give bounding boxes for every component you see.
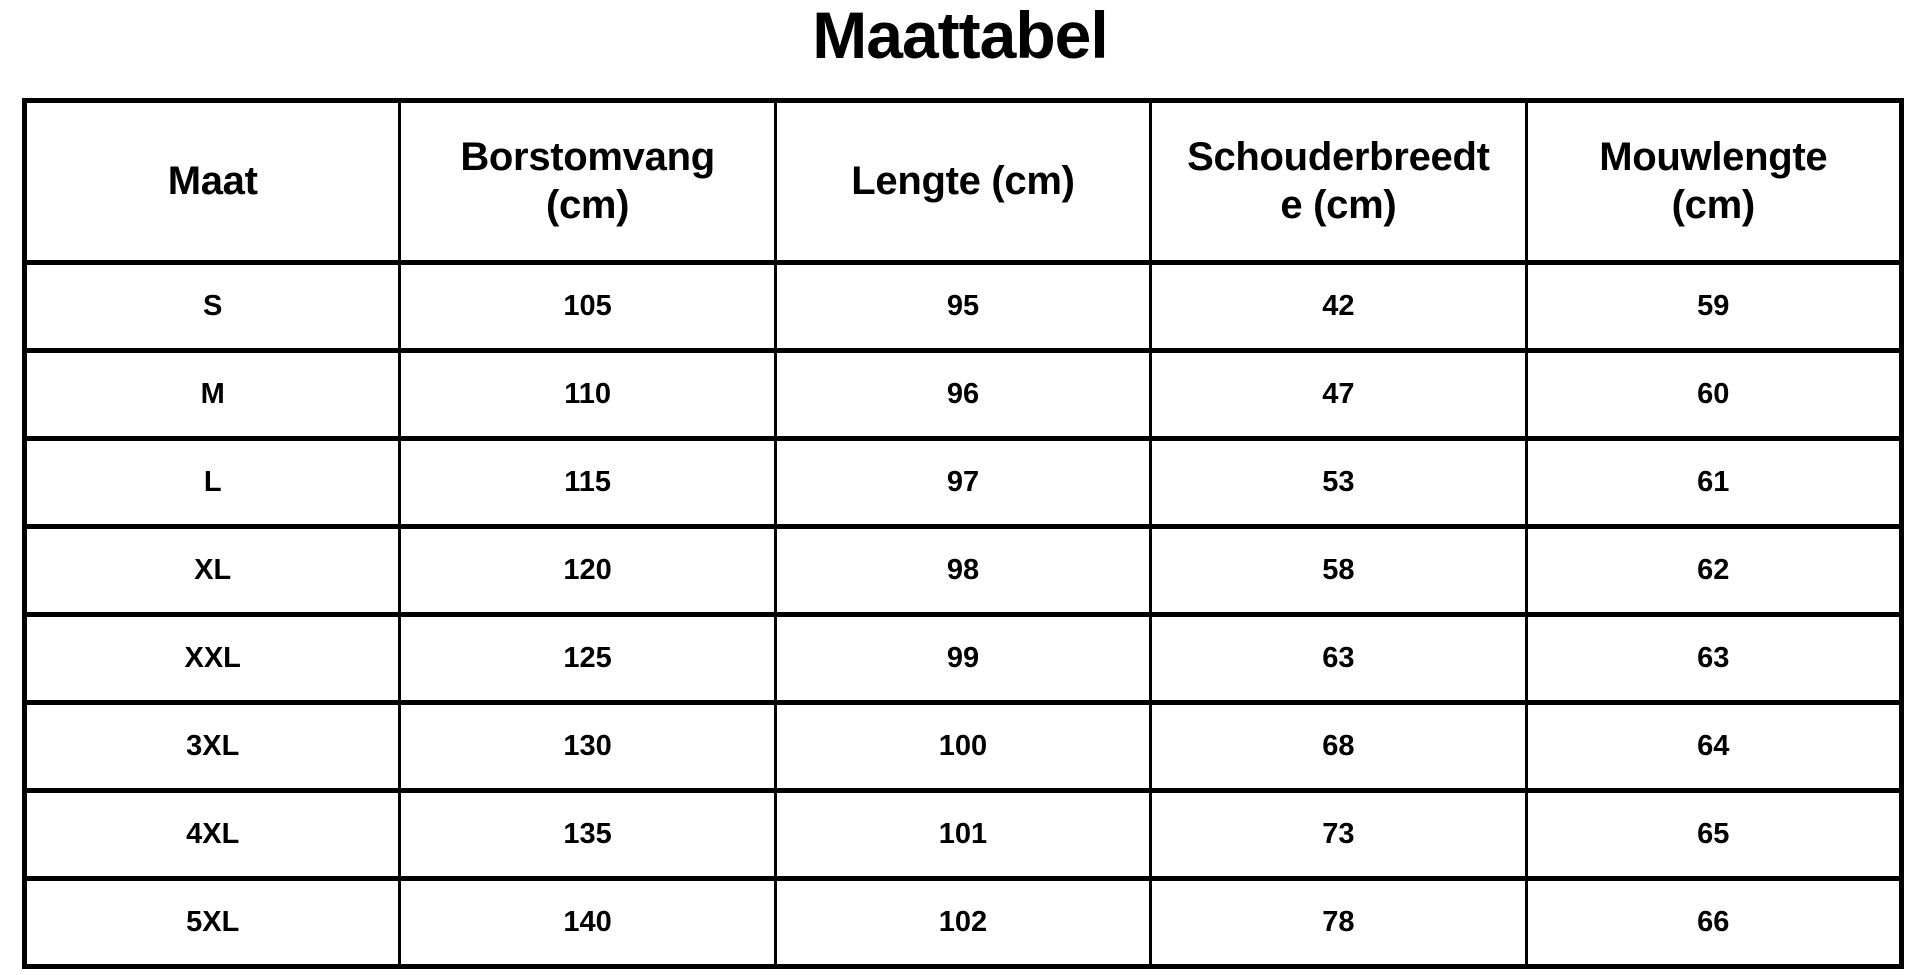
table-cell: 63: [1149, 612, 1528, 705]
table-cell: 96: [773, 348, 1153, 441]
size-label: L: [22, 436, 402, 529]
table-cell: 73: [1149, 788, 1528, 881]
table-cell: 61: [1524, 436, 1904, 529]
table-body: S 105 95 42 59 M 110 96 47 60 L 115 97 5…: [22, 260, 1904, 969]
table-cell: 110: [398, 348, 777, 441]
table-cell: 130: [398, 700, 777, 793]
table-cell: 66: [1524, 876, 1904, 969]
table-header-row: Maat Borstomvang (cm) Lengte (cm) Schoud…: [22, 98, 1904, 265]
column-header-borstomvang: Borstomvang (cm): [398, 98, 777, 265]
table-cell: 100: [773, 700, 1153, 793]
size-label: 3XL: [22, 700, 402, 793]
table-cell: 63: [1524, 612, 1904, 705]
table-cell: 62: [1524, 524, 1904, 617]
size-label: 4XL: [22, 788, 402, 881]
table-cell: 78: [1149, 876, 1528, 969]
size-label: S: [22, 260, 402, 353]
page-title: Maattabel: [812, 0, 1108, 72]
table-cell: 135: [398, 788, 777, 881]
table-cell: 59: [1524, 260, 1904, 353]
table-row-xl: XL 120 98 58 62: [22, 524, 1904, 617]
table-cell: 53: [1149, 436, 1528, 529]
table-cell: 65: [1524, 788, 1904, 881]
column-header-lengte: Lengte (cm): [773, 98, 1153, 265]
table-cell: 95: [773, 260, 1153, 353]
size-label: M: [22, 348, 402, 441]
size-chart-table: Maat Borstomvang (cm) Lengte (cm) Schoud…: [22, 98, 1904, 969]
table-cell: 68: [1149, 700, 1528, 793]
table-cell: 115: [398, 436, 777, 529]
table-cell: 99: [773, 612, 1153, 705]
size-label: 5XL: [22, 876, 402, 969]
table-cell: 42: [1149, 260, 1528, 353]
table-cell: 102: [773, 876, 1153, 969]
table-cell: 101: [773, 788, 1153, 881]
table-row-s: S 105 95 42 59: [22, 260, 1904, 353]
table-cell: 47: [1149, 348, 1528, 441]
table-row-5xl: 5XL 140 102 78 66: [22, 876, 1904, 969]
table-cell: 105: [398, 260, 777, 353]
table-header: Maat Borstomvang (cm) Lengte (cm) Schoud…: [22, 98, 1904, 265]
size-label: XL: [22, 524, 402, 617]
column-header-mouwlengte: Mouwlengte (cm): [1524, 98, 1904, 265]
table-row-3xl: 3XL 130 100 68 64: [22, 700, 1904, 793]
table-cell: 98: [773, 524, 1153, 617]
column-header-schouderbreedte: Schouderbreedt e (cm): [1149, 98, 1528, 265]
table-cell: 58: [1149, 524, 1528, 617]
table-row-m: M 110 96 47 60: [22, 348, 1904, 441]
table-row-xxl: XXL 125 99 63 63: [22, 612, 1904, 705]
table-cell: 97: [773, 436, 1153, 529]
table-cell: 120: [398, 524, 777, 617]
column-header-maat: Maat: [22, 98, 402, 265]
table-cell: 140: [398, 876, 777, 969]
table-row-4xl: 4XL 135 101 73 65: [22, 788, 1904, 881]
table-cell: 125: [398, 612, 777, 705]
size-label: XXL: [22, 612, 402, 705]
table-cell: 64: [1524, 700, 1904, 793]
table-cell: 60: [1524, 348, 1904, 441]
table-row-l: L 115 97 53 61: [22, 436, 1904, 529]
